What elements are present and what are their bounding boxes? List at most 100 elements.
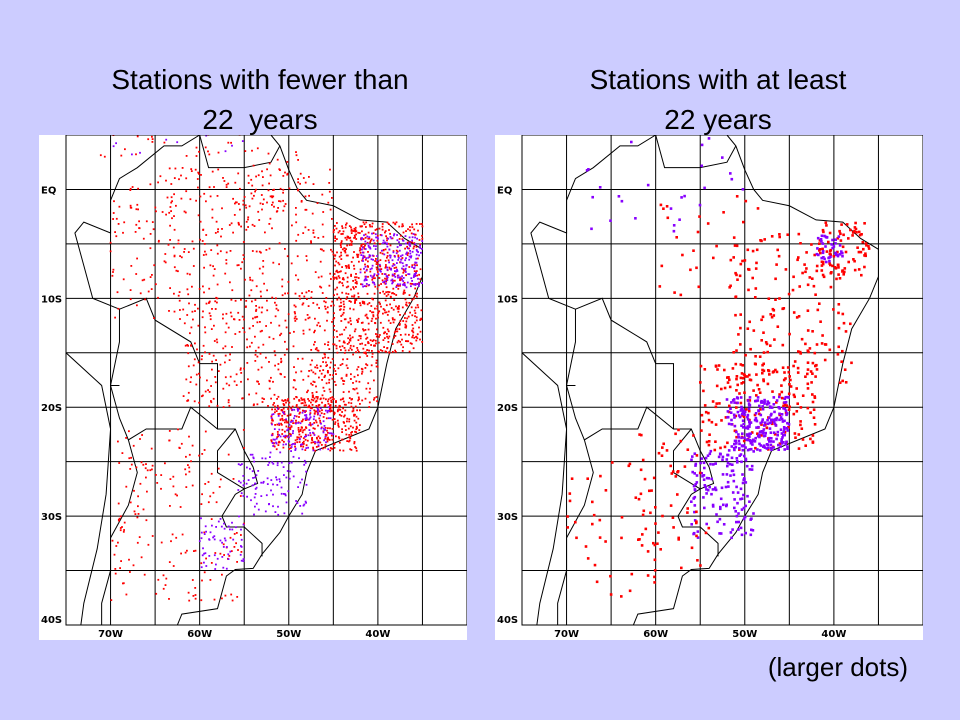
station-dot	[335, 270, 338, 273]
station-dot	[271, 195, 273, 198]
station-dot	[696, 230, 700, 234]
station-dot	[352, 382, 354, 384]
station-dot	[266, 289, 268, 292]
station-dot	[330, 248, 332, 251]
station-dot	[333, 317, 336, 319]
station-dot	[771, 418, 775, 422]
station-dot	[399, 279, 401, 282]
station-dot	[249, 345, 251, 348]
station-dot	[335, 277, 338, 280]
station-dot	[761, 418, 764, 421]
station-dot	[230, 222, 233, 225]
outline-path	[216, 428, 245, 490]
station-dot	[328, 348, 331, 350]
station-dot	[311, 396, 314, 398]
station-dot	[734, 510, 737, 513]
station-dot	[218, 486, 221, 488]
station-dot	[341, 345, 344, 348]
station-dot	[752, 329, 756, 332]
station-dot	[219, 478, 222, 481]
station-dot	[864, 252, 867, 255]
station-dot	[766, 382, 770, 386]
station-dot	[397, 307, 400, 309]
station-dot	[638, 538, 641, 541]
station-dot	[230, 550, 233, 552]
station-dot	[754, 355, 757, 358]
station-dot	[210, 472, 213, 475]
station-dot	[295, 404, 298, 406]
station-dot	[231, 346, 233, 348]
station-dot	[773, 338, 776, 341]
station-dot	[115, 142, 117, 145]
station-dot	[385, 280, 388, 283]
station-dot	[405, 325, 408, 327]
station-dot	[286, 348, 288, 351]
station-dot	[329, 366, 331, 369]
outline-path	[109, 384, 129, 441]
station-dot	[303, 404, 306, 407]
station-dot	[260, 481, 263, 484]
station-dot	[732, 479, 736, 483]
station-dot	[149, 233, 152, 235]
station-dot	[332, 318, 335, 321]
station-dot	[806, 329, 810, 332]
station-dot	[281, 294, 284, 297]
station-dot	[251, 279, 254, 282]
station-dot	[609, 593, 613, 596]
station-dot	[744, 481, 748, 484]
station-dot	[791, 288, 795, 292]
station-dot	[305, 255, 308, 257]
station-dot	[208, 405, 211, 408]
station-dot	[811, 441, 815, 444]
station-dot	[385, 235, 387, 238]
lat-tick-label: 30S	[41, 512, 62, 523]
station-dot	[797, 256, 800, 259]
station-dot	[313, 397, 316, 400]
station-dot	[350, 261, 353, 263]
station-dot	[187, 365, 190, 368]
station-dot	[821, 247, 824, 251]
station-dot	[353, 237, 355, 239]
station-dot	[331, 398, 334, 401]
station-dot	[215, 526, 217, 528]
station-dot	[286, 173, 289, 176]
station-dot	[211, 368, 213, 371]
station-dot	[203, 561, 205, 564]
left-title-line-1: Stations with fewer than	[111, 64, 409, 95]
station-dot	[327, 400, 329, 403]
station-dot	[299, 422, 302, 425]
station-dot	[786, 429, 789, 432]
station-dot	[857, 268, 861, 271]
station-dot	[227, 453, 230, 456]
station-dot	[392, 263, 395, 265]
station-dot	[219, 518, 222, 520]
station-dot	[208, 287, 211, 290]
station-dot	[312, 229, 315, 232]
station-dot	[387, 310, 390, 313]
station-dot	[742, 506, 746, 510]
station-dot	[259, 290, 262, 293]
station-dot	[156, 482, 159, 484]
station-dot	[282, 175, 285, 177]
station-dot	[747, 288, 750, 292]
station-dot	[774, 298, 777, 301]
station-dot	[271, 227, 273, 230]
station-dot	[205, 565, 208, 567]
station-dot	[253, 403, 255, 406]
station-dot	[857, 230, 861, 234]
station-dot	[261, 401, 264, 403]
station-dot	[389, 232, 391, 235]
station-dot	[408, 243, 411, 245]
station-dot	[316, 367, 319, 369]
station-dot	[408, 247, 410, 250]
station-dot	[744, 446, 747, 449]
station-dot	[387, 223, 390, 225]
station-dot	[287, 428, 290, 430]
station-dot	[852, 258, 855, 261]
station-dot	[297, 422, 299, 424]
station-dot	[355, 230, 358, 233]
station-dot	[276, 431, 279, 433]
station-dot	[414, 306, 417, 309]
station-dot	[344, 250, 346, 252]
station-dot	[294, 315, 297, 318]
